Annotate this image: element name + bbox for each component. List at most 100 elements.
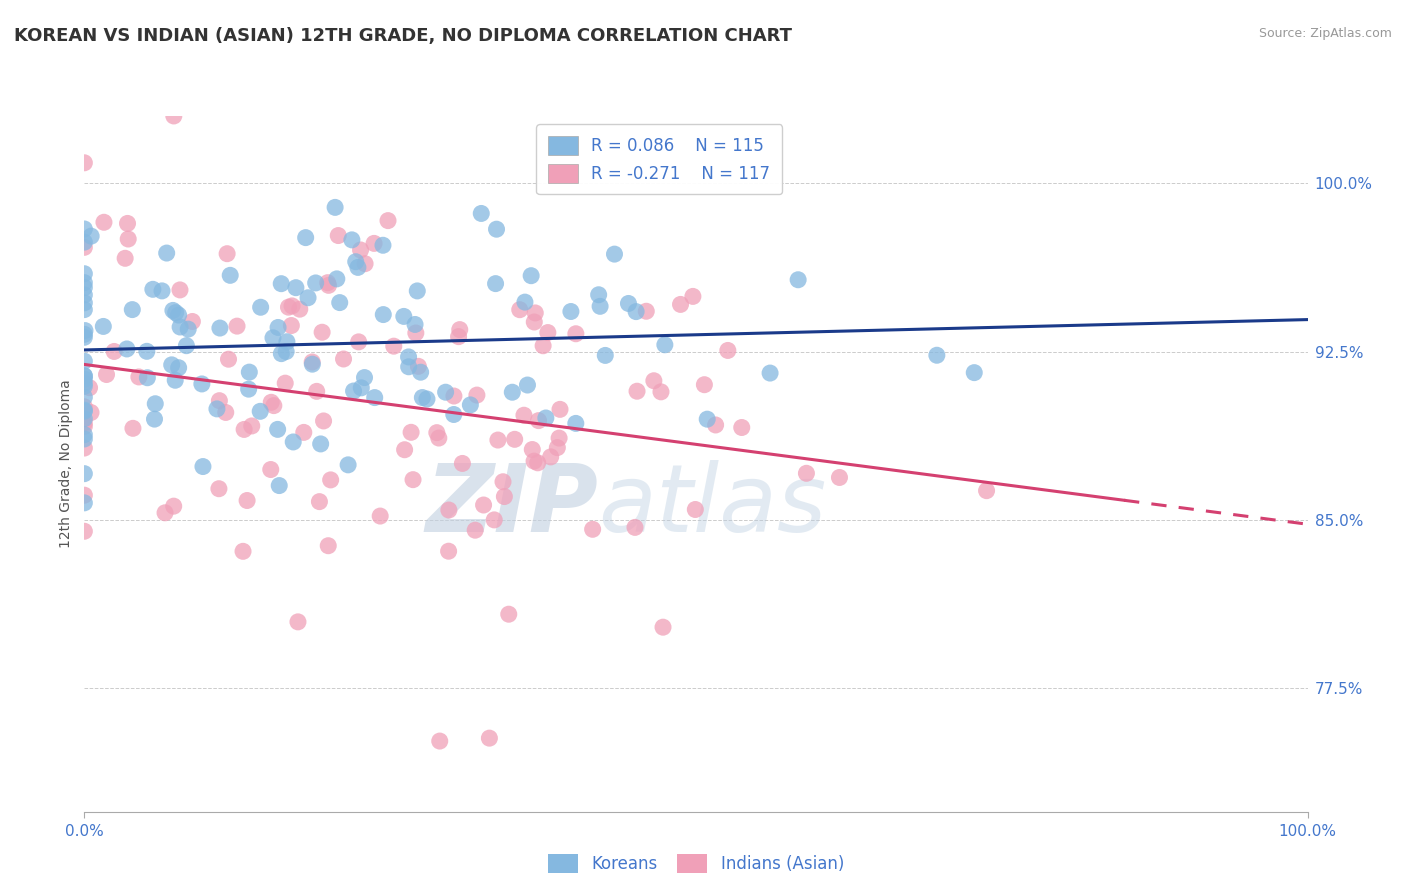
Point <box>73 432 96 446</box>
Point <box>560 304 582 318</box>
Point <box>486 433 509 447</box>
Point <box>316 539 339 553</box>
Point <box>624 304 647 318</box>
Point <box>364 391 387 405</box>
Point <box>73 235 96 249</box>
Point <box>323 200 346 214</box>
Point <box>617 296 640 310</box>
Point <box>96 368 118 382</box>
Point <box>398 359 420 374</box>
Point <box>509 302 531 317</box>
Point <box>122 421 145 435</box>
Point <box>73 295 96 310</box>
Point <box>328 228 350 243</box>
Point <box>176 339 198 353</box>
Point <box>232 544 254 558</box>
Point <box>167 360 190 375</box>
Point <box>371 238 394 252</box>
Point <box>218 352 240 367</box>
Point <box>340 233 363 247</box>
Point <box>73 354 96 368</box>
Point <box>163 499 186 513</box>
Point <box>297 291 319 305</box>
Text: ZIP: ZIP <box>425 459 598 551</box>
Point <box>73 324 96 338</box>
Point <box>294 230 316 244</box>
Text: atlas: atlas <box>598 460 827 551</box>
Point <box>685 502 707 516</box>
Point <box>73 276 96 290</box>
Point <box>478 731 501 746</box>
Point <box>318 278 340 293</box>
Point <box>696 412 718 426</box>
Point <box>354 257 377 271</box>
Point <box>464 523 486 537</box>
Point <box>262 331 284 345</box>
Point <box>434 385 457 400</box>
Point <box>350 381 373 395</box>
Point <box>283 434 305 449</box>
Point <box>309 437 332 451</box>
Point <box>128 370 150 384</box>
Point <box>437 544 460 558</box>
Point <box>531 339 554 353</box>
Point <box>731 420 754 434</box>
Point <box>305 276 328 290</box>
Point <box>382 339 405 353</box>
Point <box>312 414 335 428</box>
Point <box>305 384 328 399</box>
Point <box>270 277 292 291</box>
Point <box>301 357 323 371</box>
Point <box>537 326 560 340</box>
Point <box>233 422 256 436</box>
Point <box>143 412 166 426</box>
Point <box>437 503 460 517</box>
Point <box>274 376 297 391</box>
Point <box>344 254 367 268</box>
Point <box>398 350 420 364</box>
Point <box>270 346 292 360</box>
Point <box>565 326 588 341</box>
Point <box>332 351 354 366</box>
Point <box>73 404 96 418</box>
Point <box>153 506 176 520</box>
Point <box>472 498 495 512</box>
Point <box>115 342 138 356</box>
Point <box>249 404 271 418</box>
Legend: Koreans, Indians (Asian): Koreans, Indians (Asian) <box>541 847 851 880</box>
Point <box>484 277 506 291</box>
Point <box>353 370 375 384</box>
Point <box>717 343 740 358</box>
Point <box>308 494 330 508</box>
Point <box>501 385 523 400</box>
Point <box>426 425 449 440</box>
Point <box>976 483 998 498</box>
Point <box>73 427 96 442</box>
Point <box>73 368 96 383</box>
Point <box>465 388 488 402</box>
Y-axis label: 12th Grade, No Diploma: 12th Grade, No Diploma <box>59 379 73 549</box>
Point <box>269 478 291 492</box>
Point <box>408 359 430 374</box>
Point <box>402 473 425 487</box>
Point <box>484 513 506 527</box>
Point <box>73 390 96 404</box>
Point <box>292 425 315 440</box>
Point <box>142 282 165 296</box>
Point <box>373 308 395 322</box>
Point <box>73 411 96 425</box>
Point <box>80 229 103 244</box>
Point <box>337 458 360 472</box>
Point <box>73 222 96 236</box>
Point <box>249 300 271 314</box>
Point <box>73 419 96 434</box>
Point <box>287 615 309 629</box>
Point <box>451 457 474 471</box>
Point <box>160 358 183 372</box>
Point <box>311 325 333 339</box>
Point <box>73 376 96 391</box>
Point <box>523 315 546 329</box>
Point <box>588 287 610 301</box>
Point <box>169 283 191 297</box>
Point <box>263 399 285 413</box>
